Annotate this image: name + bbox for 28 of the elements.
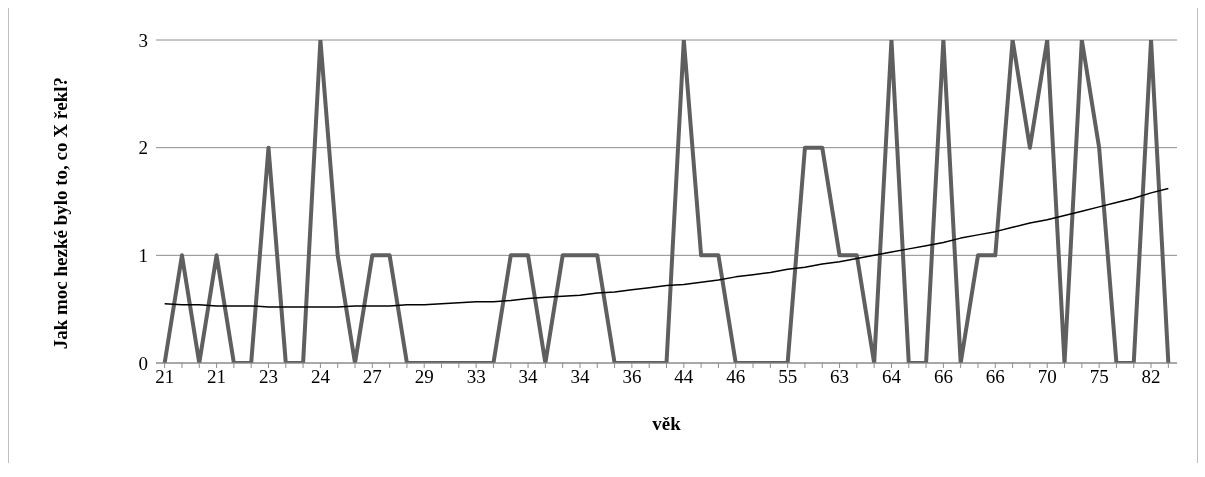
- x-tick-label: 82: [1141, 366, 1161, 388]
- x-tick-label: 44: [674, 366, 694, 388]
- x-tick-label: 64: [881, 366, 902, 388]
- x-tick-label: 63: [830, 366, 850, 388]
- x-tick-label: 21: [207, 366, 227, 388]
- y-axis-title: Jak moc hezké bylo to, co X řekl?: [50, 76, 72, 350]
- x-tick-label: 34: [570, 366, 590, 388]
- x-axis-title: věk: [652, 413, 682, 434]
- x-tick-label: 21: [155, 366, 175, 388]
- x-tick-label: 36: [622, 366, 642, 388]
- y-tick-label: 3: [138, 29, 148, 51]
- y-tick-label: 1: [138, 245, 148, 267]
- x-tick-label: 75: [1089, 366, 1109, 388]
- x-tick-label: 33: [466, 366, 486, 388]
- x-tick-label: 27: [362, 366, 382, 388]
- x-tick-label: 24: [310, 366, 331, 388]
- x-tick-label: 55: [778, 366, 798, 388]
- x-tick-label: 29: [414, 366, 434, 388]
- x-tick-label: 66: [985, 366, 1005, 388]
- x-tick-label: 23: [258, 366, 278, 388]
- x-tick-label: 46: [726, 366, 746, 388]
- y-tick-label: 2: [138, 137, 148, 159]
- line-series: [163, 187, 1170, 308]
- x-tick-label: 70: [1037, 366, 1057, 388]
- x-tick-label: 34: [518, 366, 539, 388]
- x-tick-label: 66: [933, 366, 953, 388]
- y-tick-label: 0: [138, 352, 148, 374]
- line-series: [162, 40, 1171, 363]
